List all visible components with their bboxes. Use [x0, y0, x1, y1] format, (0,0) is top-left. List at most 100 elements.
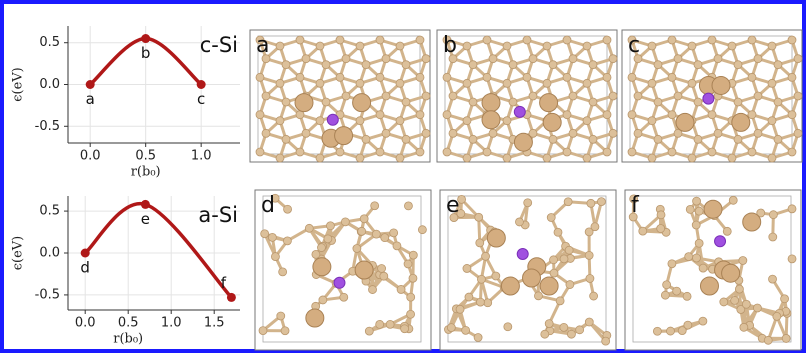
atom — [282, 135, 290, 143]
atom — [748, 111, 756, 119]
atom — [492, 272, 500, 280]
x-axis-label: r(b₀) — [113, 332, 143, 347]
atom — [477, 275, 485, 283]
atom — [378, 264, 386, 272]
atom — [268, 233, 276, 241]
atom — [648, 79, 656, 87]
atom-large — [501, 277, 519, 295]
atom — [342, 92, 350, 100]
atom — [550, 256, 558, 264]
panel-label: d — [261, 193, 275, 218]
atom — [694, 98, 702, 106]
atom — [742, 300, 750, 308]
atom-large — [306, 309, 324, 327]
atom — [563, 73, 571, 81]
atom — [563, 148, 571, 156]
atom — [674, 55, 682, 63]
atom — [422, 129, 430, 137]
atom — [567, 330, 575, 338]
atom — [463, 264, 471, 272]
atom — [277, 312, 285, 320]
atom — [543, 79, 551, 87]
atom — [402, 135, 410, 143]
atom — [550, 269, 558, 277]
atom — [794, 55, 802, 63]
y-tick-label: -0.5 — [35, 119, 60, 134]
atom — [648, 117, 656, 125]
atom — [474, 333, 482, 341]
atom — [753, 304, 761, 312]
atom — [360, 215, 368, 223]
atom — [657, 225, 665, 233]
atom — [628, 111, 636, 119]
atom — [276, 154, 284, 162]
atom — [748, 148, 756, 156]
atom — [583, 42, 591, 50]
atom — [788, 205, 796, 213]
atom — [504, 323, 512, 331]
atom — [735, 285, 743, 293]
atom — [657, 211, 665, 219]
atom — [276, 42, 284, 50]
point-label: b — [141, 44, 151, 62]
panel-label: e — [446, 193, 460, 218]
atom — [382, 92, 390, 100]
atom-large — [732, 113, 750, 131]
atom — [589, 135, 597, 143]
atom — [463, 117, 471, 125]
atom — [668, 148, 676, 156]
atom — [739, 256, 747, 264]
atom — [276, 117, 284, 125]
atom — [356, 79, 364, 87]
atom — [788, 73, 796, 81]
atom — [305, 224, 313, 232]
atom — [381, 234, 389, 242]
atom — [449, 129, 457, 137]
atom — [416, 148, 424, 156]
point-label: c — [197, 90, 205, 108]
atom — [322, 98, 330, 106]
atom — [463, 154, 471, 162]
atom — [663, 281, 671, 289]
atom — [463, 79, 471, 87]
atom — [688, 154, 696, 162]
atom — [728, 154, 736, 162]
atom — [543, 42, 551, 50]
atom — [699, 317, 707, 325]
atom — [654, 98, 662, 106]
atom — [674, 92, 682, 100]
atom — [483, 148, 491, 156]
atom — [728, 42, 736, 50]
atom — [376, 36, 384, 44]
atom — [422, 92, 430, 100]
dopant — [334, 277, 345, 288]
annotation: a-Si — [198, 203, 238, 227]
atom — [422, 55, 430, 63]
atom — [714, 129, 722, 137]
atom — [609, 129, 617, 137]
atom — [774, 135, 782, 143]
atom — [443, 73, 451, 81]
atom — [634, 92, 642, 100]
atom — [597, 198, 605, 206]
atom — [754, 92, 762, 100]
atom — [509, 61, 517, 69]
atom — [416, 111, 424, 119]
atom — [271, 253, 279, 261]
point — [197, 80, 206, 89]
x-tick-label: 1.5 — [204, 316, 225, 331]
atom — [685, 253, 693, 261]
atom — [541, 330, 549, 338]
dopant — [715, 236, 726, 247]
dopant — [703, 93, 714, 104]
atom — [569, 129, 577, 137]
atom — [628, 73, 636, 81]
atom — [409, 274, 417, 282]
atom — [509, 98, 517, 106]
atom-large — [543, 113, 561, 131]
atom — [708, 111, 716, 119]
atom — [694, 61, 702, 69]
dopant — [514, 106, 525, 117]
atom — [754, 55, 762, 63]
atom — [549, 135, 557, 143]
